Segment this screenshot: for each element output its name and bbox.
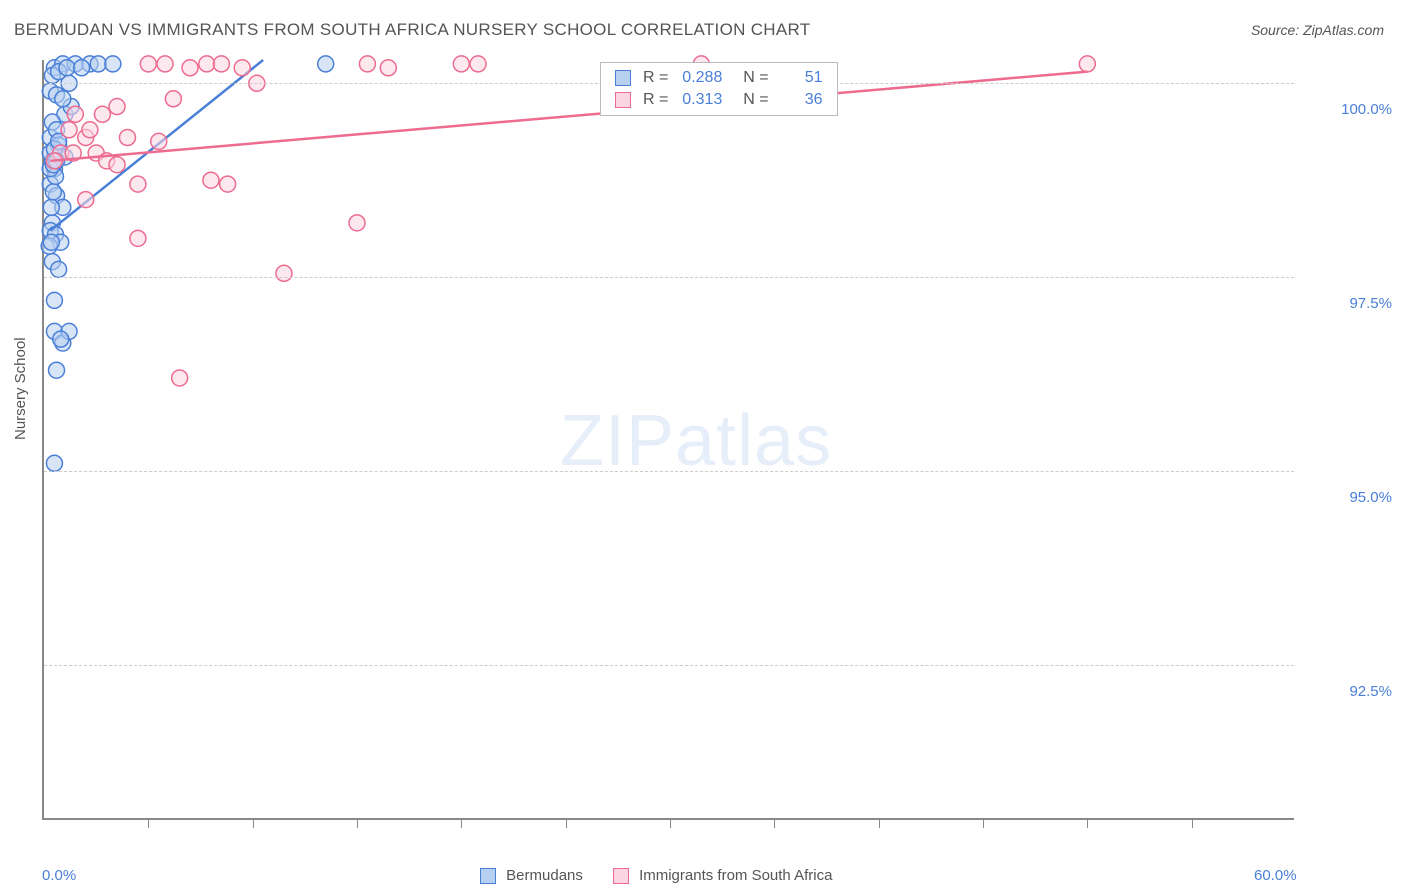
legend-item-series2: Immigrants from South Africa: [613, 867, 833, 884]
x-tick-label: 0.0%: [42, 867, 76, 884]
data-point: [109, 99, 125, 115]
x-tick: [879, 818, 880, 828]
x-tick: [774, 818, 775, 828]
data-point: [94, 106, 110, 122]
data-point: [1079, 56, 1095, 72]
x-tick: [1192, 818, 1193, 828]
legend-swatch-bottom-series1: [480, 868, 496, 884]
data-point: [119, 130, 135, 146]
data-point: [182, 60, 198, 76]
y-tick-label: 97.5%: [1349, 295, 1392, 312]
data-point: [172, 370, 188, 386]
correlation-legend: R = 0.288 N = 51 R = 0.313 N = 36: [600, 62, 838, 116]
n-label: N =: [743, 69, 768, 87]
legend-swatch-series2: [615, 92, 631, 108]
x-tick: [461, 818, 462, 828]
chart-title: BERMUDAN VS IMMIGRANTS FROM SOUTH AFRICA…: [14, 20, 810, 40]
data-point: [67, 106, 83, 122]
x-tick: [670, 818, 671, 828]
trend-line: [50, 72, 1087, 161]
data-point: [203, 172, 219, 188]
data-point: [90, 56, 106, 72]
data-point: [234, 60, 250, 76]
data-point: [43, 199, 59, 215]
r-label: R =: [643, 91, 668, 109]
data-point: [380, 60, 396, 76]
legend-swatch-series1: [615, 70, 631, 86]
data-point: [46, 292, 62, 308]
data-point: [220, 176, 236, 192]
series-legend: Bermudans Immigrants from South Africa: [480, 867, 832, 884]
n-value-series1: 51: [775, 69, 823, 87]
x-tick: [566, 818, 567, 828]
legend-row-series1: R = 0.288 N = 51: [601, 67, 837, 89]
data-point: [151, 133, 167, 149]
gridline: [44, 665, 1294, 666]
data-point: [59, 60, 75, 76]
data-point: [82, 122, 98, 138]
data-point: [130, 176, 146, 192]
legend-row-series2: R = 0.313 N = 36: [601, 89, 837, 111]
data-point: [213, 56, 229, 72]
data-point: [470, 56, 486, 72]
gridline: [44, 277, 1294, 278]
chart-svg: [44, 60, 1294, 818]
data-point: [45, 184, 61, 200]
data-point: [78, 192, 94, 208]
n-value-series2: 36: [775, 91, 823, 109]
data-point: [109, 157, 125, 173]
data-point: [130, 230, 146, 246]
x-tick: [253, 818, 254, 828]
data-point: [349, 215, 365, 231]
data-point: [49, 362, 65, 378]
x-tick: [1087, 818, 1088, 828]
n-label: N =: [743, 91, 768, 109]
y-tick-label: 100.0%: [1341, 101, 1392, 118]
data-point: [46, 455, 62, 471]
data-point: [74, 60, 90, 76]
data-point: [105, 56, 121, 72]
gridline: [44, 471, 1294, 472]
data-point: [55, 91, 71, 107]
data-point: [51, 261, 67, 277]
data-point: [453, 56, 469, 72]
x-tick: [983, 818, 984, 828]
y-tick-label: 95.0%: [1349, 489, 1392, 506]
y-axis-title: Nursery School: [12, 337, 29, 440]
data-point: [43, 234, 59, 250]
data-point: [318, 56, 334, 72]
x-tick: [357, 818, 358, 828]
data-point: [276, 265, 292, 281]
data-point: [140, 56, 156, 72]
data-point: [61, 122, 77, 138]
legend-swatch-bottom-series2: [613, 868, 629, 884]
plot-area: [42, 60, 1294, 820]
data-point: [157, 56, 173, 72]
legend-item-series1: Bermudans: [480, 867, 583, 884]
y-tick-label: 92.5%: [1349, 683, 1392, 700]
r-value-series2: 0.313: [674, 91, 722, 109]
data-point: [359, 56, 375, 72]
data-point: [53, 331, 69, 347]
x-tick-label: 60.0%: [1254, 867, 1297, 884]
r-value-series1: 0.288: [674, 69, 722, 87]
data-point: [165, 91, 181, 107]
x-tick: [148, 818, 149, 828]
legend-label-series1: Bermudans: [506, 867, 583, 884]
source-attribution: Source: ZipAtlas.com: [1251, 22, 1384, 38]
r-label: R =: [643, 69, 668, 87]
legend-label-series2: Immigrants from South Africa: [639, 867, 832, 884]
data-point: [199, 56, 215, 72]
